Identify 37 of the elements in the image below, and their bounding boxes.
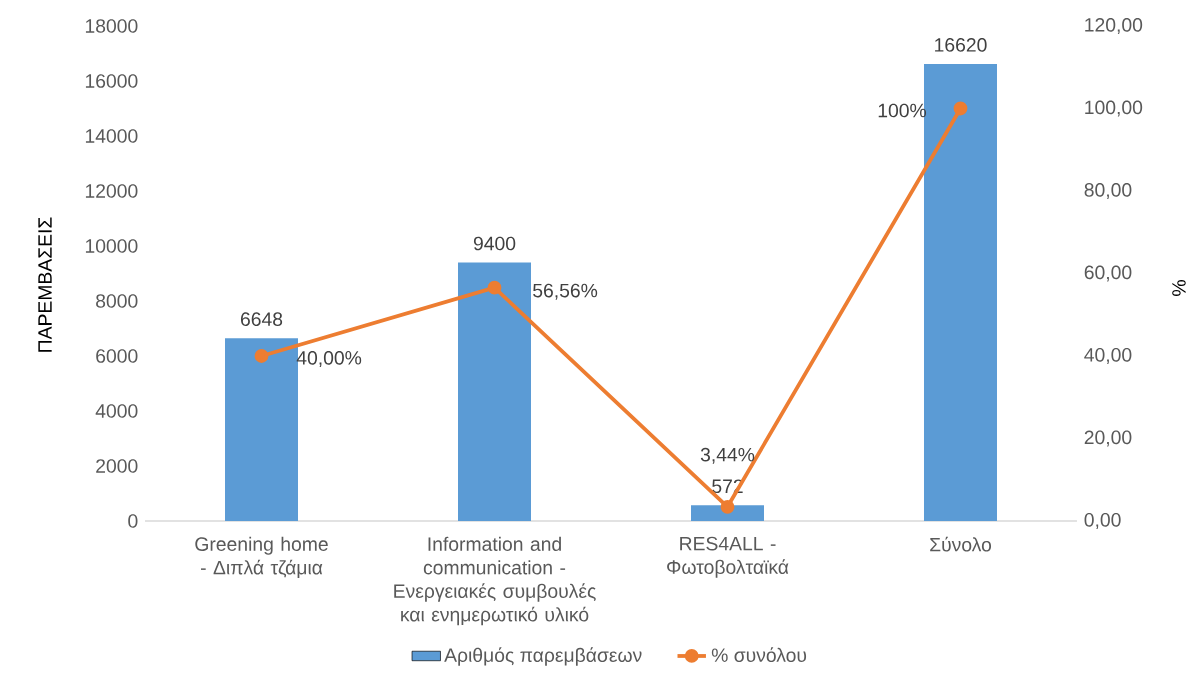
data-label: 6648 (241, 312, 283, 327)
y-axis-title: ΠΑΡΕΜΒΑΣΕΙΣ (38, 217, 52, 352)
x-tick-label: RES4ALL - Φωτοβολταϊκά (667, 536, 789, 578)
y-tick-label: 14000 (85, 129, 138, 143)
point (720, 499, 735, 514)
bar (458, 262, 531, 521)
y-tick-label: 2000 (96, 459, 138, 473)
y-tick-label: 8000 (96, 294, 138, 308)
y-tick-label: 10000 (85, 239, 138, 253)
x-tick-label: Greening home - Διπλά τζάμια (195, 536, 328, 578)
data-label: 3,44% (700, 447, 755, 464)
y2-tick-label: 40,00 (1084, 347, 1132, 364)
bar (924, 63, 997, 521)
y2-tick-label: 20,00 (1084, 430, 1132, 447)
y2-axis-title: % (1172, 280, 1186, 296)
y2-tick-label: 100,00 (1085, 100, 1143, 117)
data-label: 56,56% (533, 283, 598, 300)
y2-tick-label: 0,00 (1084, 512, 1121, 529)
y-tick-label: 12000 (85, 184, 138, 198)
x-tick-label: Σύνολο (930, 536, 992, 552)
y-tick-label: 16000 (85, 74, 138, 88)
legend-label: Αριθμός παρεμβάσεων (444, 647, 642, 666)
point (254, 349, 269, 363)
y-tick-label: 18000 (85, 19, 138, 33)
x-tick-label: Information and communication - Ενεργειακές συμβουλές και ενημερωτικό υλικό (394, 536, 596, 626)
y-tick-label: 4000 (95, 404, 138, 418)
point (487, 280, 502, 295)
y-tick-label: 6000 (96, 349, 138, 363)
legend-label: % συνόλου (711, 647, 807, 662)
data-label: 16620 (935, 38, 987, 52)
y2-tick-label: 80,00 (1084, 182, 1132, 199)
bar (691, 505, 764, 521)
data-label: 9400 (473, 236, 516, 251)
y2-tick-label: 60,00 (1084, 265, 1132, 282)
point (953, 101, 968, 116)
y2-tick-label: 120,00 (1085, 17, 1143, 34)
y-tick-label: 0 (128, 514, 138, 528)
